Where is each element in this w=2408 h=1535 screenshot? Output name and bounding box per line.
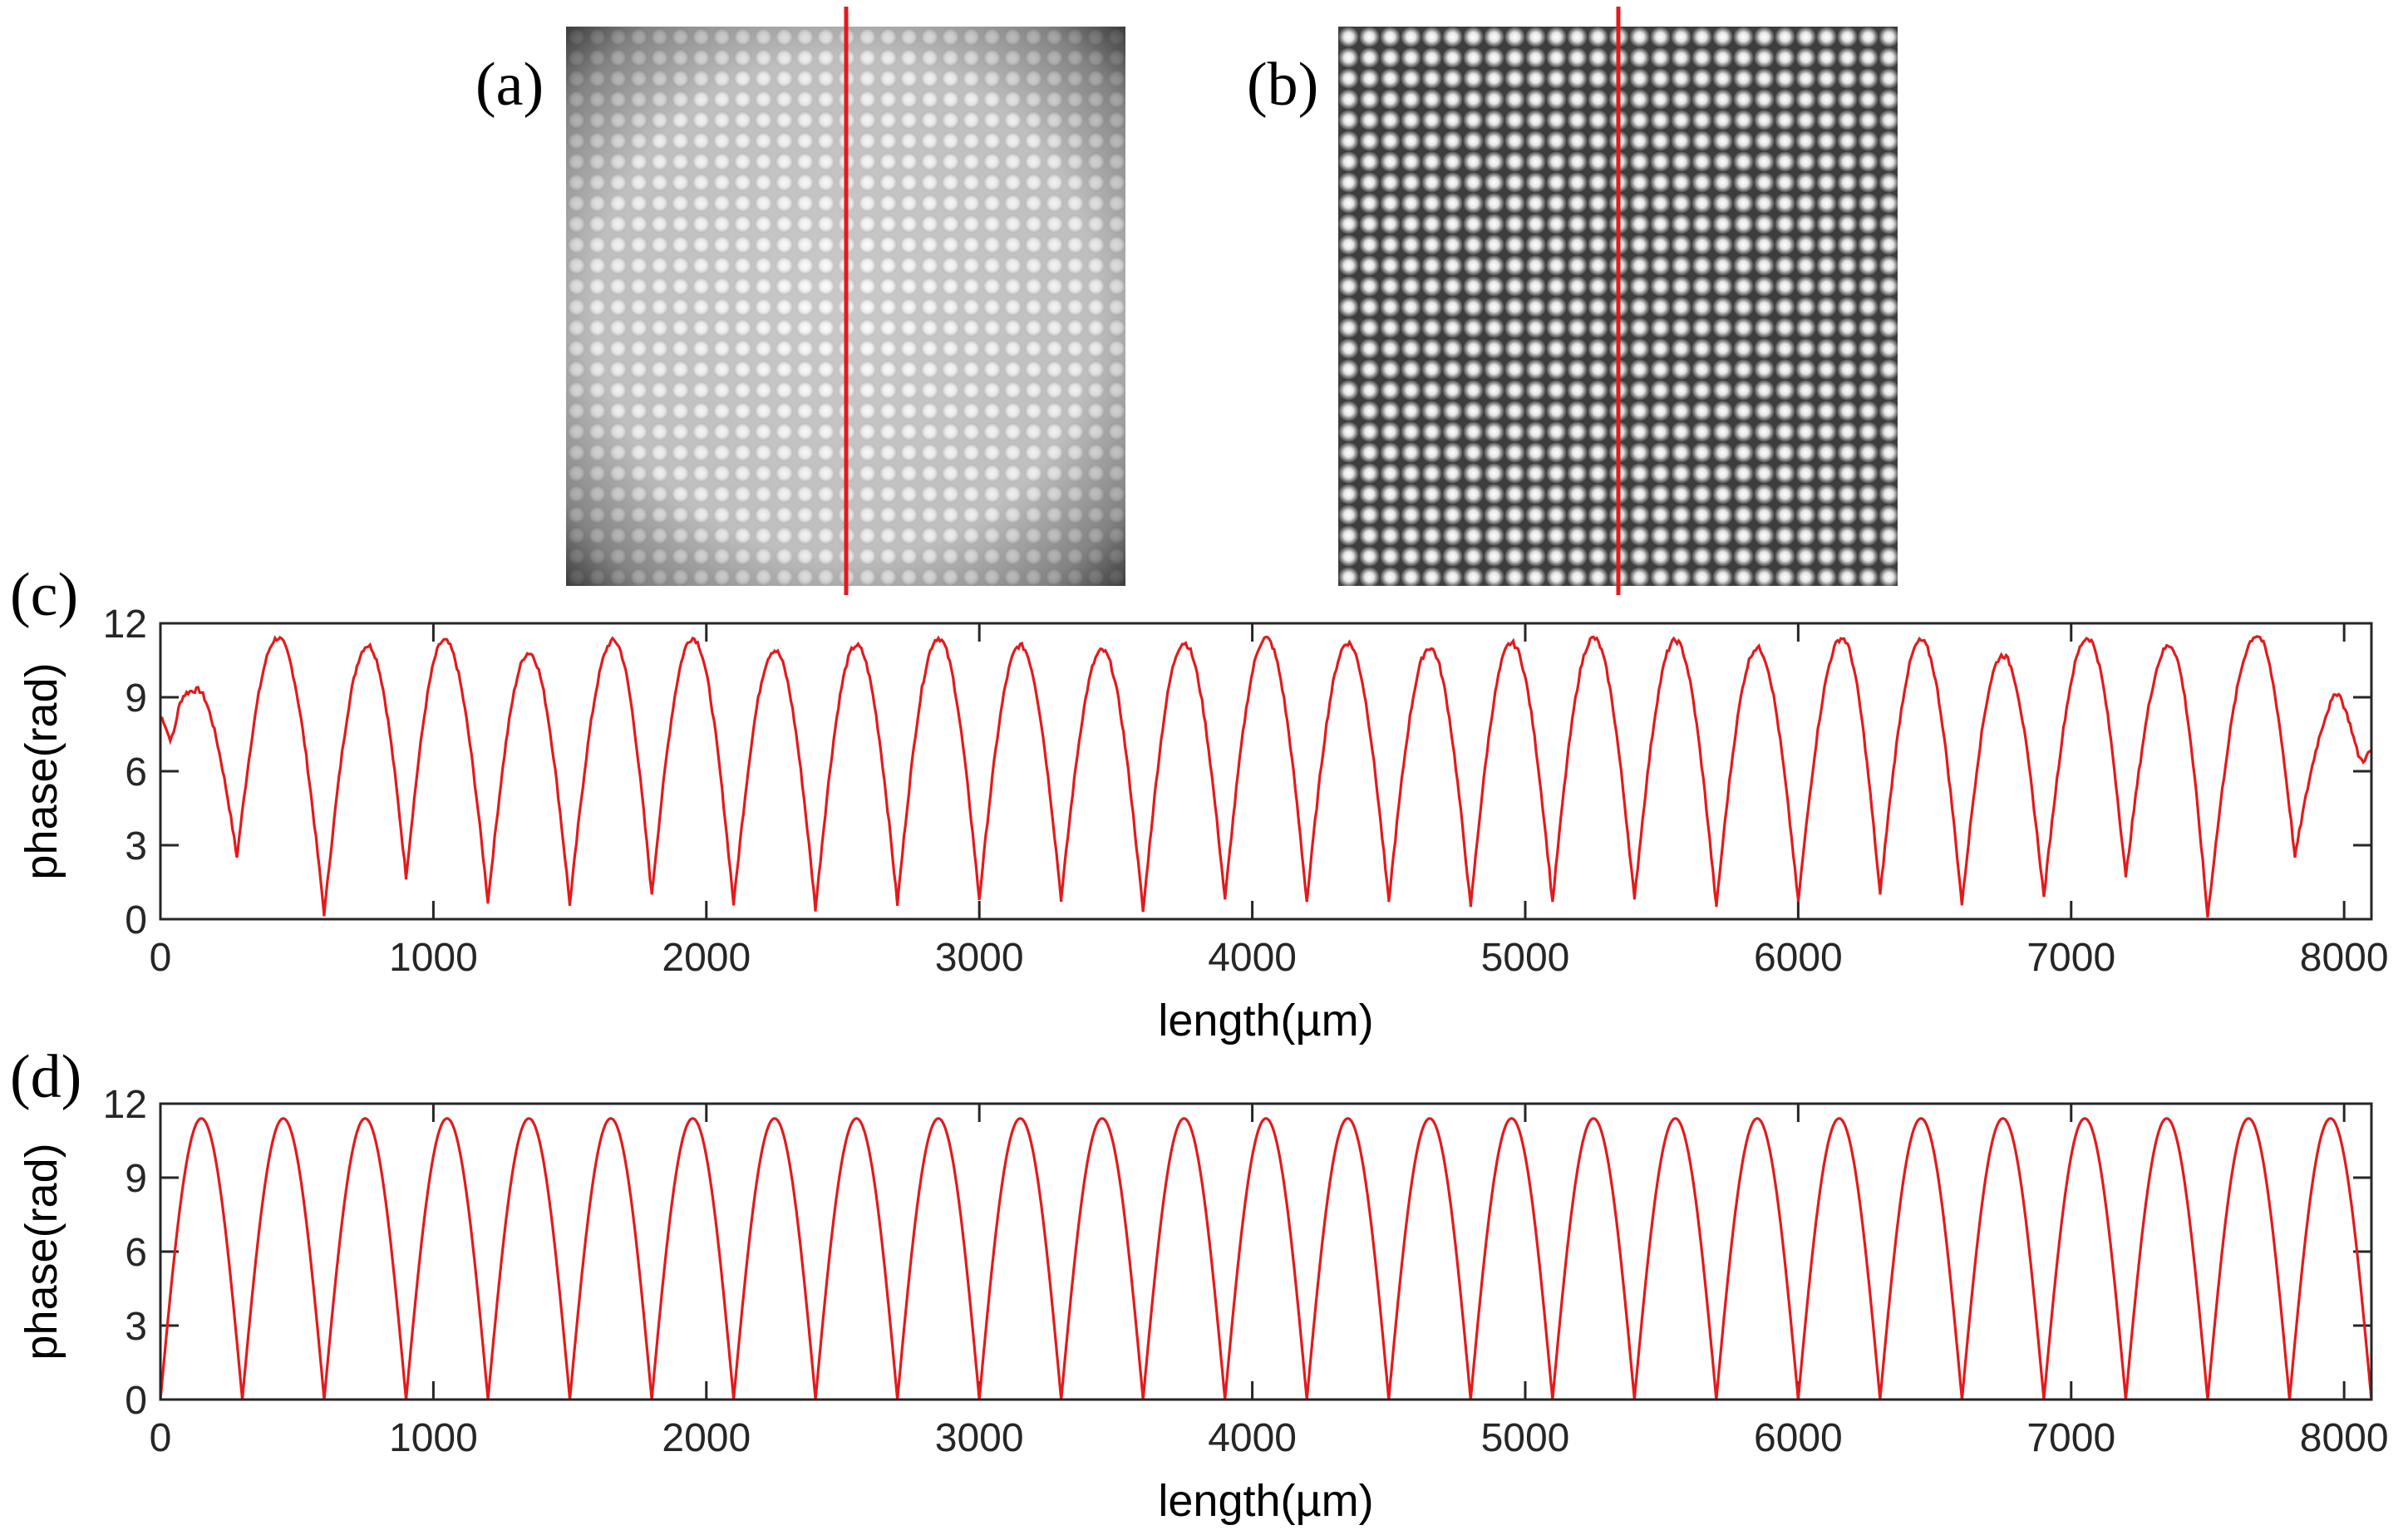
y-tick-label: 6 <box>125 1231 147 1275</box>
chart-d-x-axis-label: length(µm) <box>1158 1476 1373 1526</box>
chart-c-ticks: 0 1000 2000 3000 4000 5000 6000 7000 8000 0 3 6 9 12 <box>103 603 2389 980</box>
x-tick-label: 7000 <box>2026 1416 2115 1460</box>
x-tick-label: 8000 <box>2300 1416 2389 1460</box>
x-tick-label: 5000 <box>1481 936 1570 980</box>
x-tick-label: 3000 <box>935 1416 1024 1460</box>
x-tick-label: 7000 <box>2026 936 2115 980</box>
y-tick-label: 12 <box>103 1083 147 1127</box>
panel-label-c: (c) <box>10 561 78 629</box>
x-tick-label: 6000 <box>1754 936 1843 980</box>
chart-d-y-axis-label: phase(rad) <box>17 1143 66 1360</box>
x-tick-label: 1000 <box>389 936 478 980</box>
panel-label-a: (a) <box>475 51 544 119</box>
x-tick-label: 5000 <box>1481 1416 1570 1460</box>
chart-c-y-axis-label: phase(rad) <box>17 662 66 879</box>
chart-d-series-line <box>159 1117 2373 1400</box>
x-tick-label: 0 <box>150 1416 172 1460</box>
x-tick-label: 6000 <box>1754 1416 1843 1460</box>
panel-label-b: (b) <box>1247 51 1318 119</box>
y-tick-label: 9 <box>125 1157 147 1201</box>
y-tick-label: 6 <box>125 750 147 795</box>
y-tick-label: 3 <box>125 824 147 868</box>
chart-d: 0 1000 2000 3000 4000 5000 6000 7000 8000036912 … <box>17 1083 2389 1526</box>
y-tick-label: 9 <box>125 676 147 721</box>
x-tick-label: 1000 <box>389 1416 478 1460</box>
x-tick-label: 2000 <box>662 936 751 980</box>
chart-c: 0 1000 2000 3000 4000 5000 6000 7000 8000036912 … <box>17 603 2389 1045</box>
image-a <box>566 7 1125 595</box>
image-b <box>1338 7 1898 595</box>
panel-label-d: (d) <box>10 1043 81 1111</box>
x-tick-label: 2000 <box>662 1416 751 1460</box>
chart-d-ticks: 0 1000 2000 3000 4000 5000 6000 7000 8000 0 3 6 9 12 <box>103 1083 2389 1460</box>
x-tick-label: 0 <box>150 936 172 980</box>
x-tick-label: 4000 <box>1208 936 1297 980</box>
chart-c-axes-box <box>159 622 2373 921</box>
chart-c-series-line <box>160 635 2373 918</box>
x-tick-label: 4000 <box>1208 1416 1297 1460</box>
chart-d-axes-box <box>159 1102 2373 1401</box>
y-tick-label: 0 <box>125 898 147 942</box>
x-tick-label: 3000 <box>935 936 1024 980</box>
chart-c-x-axis-label: length(µm) <box>1158 996 1373 1045</box>
y-tick-label: 3 <box>125 1305 147 1349</box>
x-tick-label: 8000 <box>2300 936 2389 980</box>
y-tick-label: 0 <box>125 1379 147 1423</box>
y-tick-label: 12 <box>103 603 147 647</box>
